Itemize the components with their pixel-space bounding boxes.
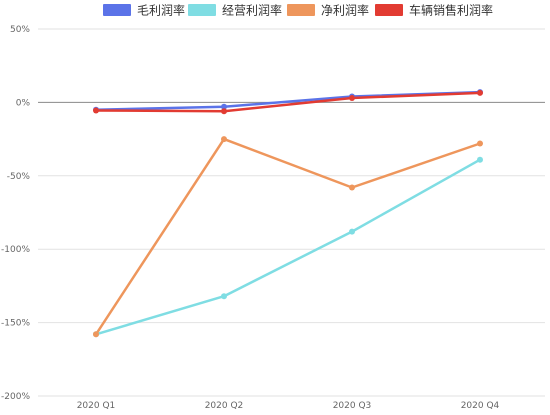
series-points — [93, 89, 483, 338]
y-tick-label: 0% — [16, 98, 31, 108]
x-tick-label: 2020 Q1 — [77, 401, 116, 411]
series-line-3 — [94, 91, 482, 113]
series-lines — [94, 90, 482, 336]
data-point — [349, 184, 355, 191]
data-point — [93, 331, 99, 338]
legend-item[interactable]: 车辆销售利润率 — [375, 3, 493, 18]
series-line-2 — [94, 137, 482, 336]
data-point — [221, 103, 227, 110]
y-tick-label: -100% — [1, 245, 30, 255]
legend: 毛利润率 经营利润率 净利润率 车辆销售利润率 — [103, 3, 493, 18]
y-tick-label: -50% — [7, 172, 31, 182]
data-point — [221, 293, 227, 300]
y-tick-label: -150% — [1, 319, 30, 329]
x-axis-ticks: 2020 Q1 2020 Q2 2020 Q3 2020 Q4 — [77, 401, 500, 411]
data-point — [349, 228, 355, 235]
data-point — [221, 108, 227, 115]
legend-label: 净利润率 — [321, 3, 369, 18]
data-point — [221, 136, 227, 143]
y-axis-ticks: 50% 0% -50% -100% -150% -200% — [1, 25, 30, 402]
x-tick-label: 2020 Q3 — [333, 401, 372, 411]
legend-label: 经营利润率 — [222, 3, 282, 18]
legend-label: 车辆销售利润率 — [409, 3, 493, 18]
legend-swatch — [188, 4, 216, 16]
data-point — [477, 156, 483, 163]
data-point — [477, 140, 483, 147]
series-line-1 — [94, 158, 482, 336]
legend-item[interactable]: 经营利润率 — [188, 3, 282, 18]
legend-label: 毛利润率 — [137, 3, 185, 18]
legend-swatch — [287, 4, 315, 16]
x-tick-label: 2020 Q4 — [461, 401, 500, 411]
legend-swatch — [103, 4, 131, 16]
data-point — [93, 107, 99, 114]
legend-item[interactable]: 毛利润率 — [103, 3, 185, 18]
legend-swatch — [375, 4, 403, 16]
y-tick-label: -200% — [1, 392, 30, 402]
data-point — [349, 95, 355, 101]
grid-lines — [38, 28, 545, 397]
y-tick-label: 50% — [10, 25, 30, 35]
legend-item[interactable]: 净利润率 — [287, 3, 369, 18]
data-point — [477, 89, 483, 96]
x-tick-label: 2020 Q2 — [205, 401, 244, 411]
